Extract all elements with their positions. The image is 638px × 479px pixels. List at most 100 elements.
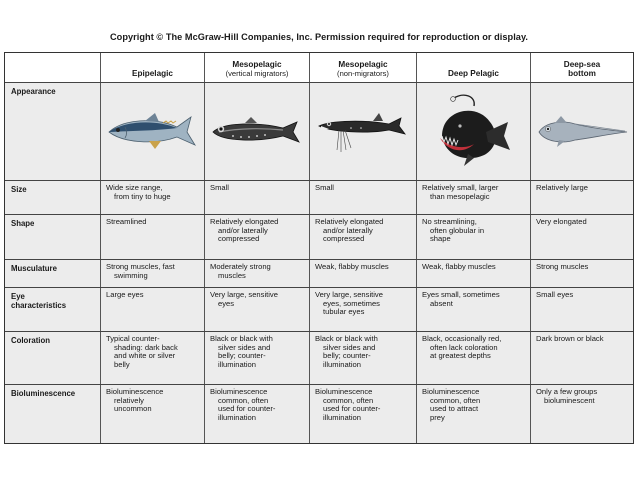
- column-name: Epipelagic: [132, 69, 173, 78]
- cell-line: Black or black with: [315, 334, 378, 343]
- row-label-line: characteristics: [11, 301, 67, 310]
- header-corner: [5, 53, 101, 82]
- row-label-cell: Musculature: [5, 260, 101, 287]
- deep-sea-bottom-illustration-cell: [531, 83, 633, 180]
- cell-line: common, often: [218, 395, 269, 405]
- table-cell: Bioluminescence common, often used to at…: [417, 385, 531, 443]
- table-cell: Relatively large: [531, 181, 633, 214]
- row-label-cell: Coloration: [5, 332, 101, 384]
- epipelagic-illustration-cell: [101, 83, 205, 180]
- eye-characteristics-row: Eye characteristics Large eyes Very larg…: [5, 288, 633, 332]
- tuna-fish-illustration: [107, 112, 196, 149]
- cell-line: tubular eyes: [323, 307, 365, 317]
- cell-line: Moderately strong: [210, 262, 271, 271]
- mesopelagic-non-migrators-illustration-cell: [310, 83, 417, 180]
- table-cell: Only a few groups bioluminescent: [531, 385, 633, 443]
- header-epipelagic: Epipelagic: [101, 53, 205, 82]
- table-cell: No streamlining, often globular in shape: [417, 215, 531, 259]
- cell-line: used to attract: [430, 404, 479, 414]
- cell-line: Only a few groups: [536, 387, 598, 396]
- cell-line: No streamlining,: [422, 217, 477, 226]
- table-cell: Relatively elongated and/or laterally co…: [310, 215, 417, 259]
- cell-line: at greatest depths: [430, 351, 491, 361]
- table-cell: Bioluminescence relatively uncommon: [101, 385, 205, 443]
- cell-line: Dark brown or black: [536, 334, 604, 343]
- table-cell: Eyes small, sometimes absent: [417, 288, 531, 331]
- cell-line: bioluminescent: [544, 395, 595, 405]
- cell-line: Relatively small, larger: [422, 183, 499, 192]
- dragonfish-illustration: [318, 112, 406, 152]
- cell-line: Typical counter-: [106, 334, 160, 343]
- cell-line: Small: [210, 183, 229, 192]
- row-label: Size: [11, 185, 27, 194]
- row-label-cell: Bioluminescence: [5, 385, 101, 443]
- table-cell: Black or black with silver sides and bel…: [205, 332, 310, 384]
- musculature-row: Musculature Strong muscles, fast swimmin…: [5, 260, 633, 288]
- row-label-cell: Shape: [5, 215, 101, 259]
- table-cell: Strong muscles: [531, 260, 633, 287]
- table-cell: Very elongated: [531, 215, 633, 259]
- header-mesopelagic-non-migrators: Mesopelagic (non-migrators): [310, 53, 417, 82]
- row-label: Musculature: [11, 264, 57, 273]
- cell-line: belly: [114, 359, 130, 369]
- shape-row: Shape Streamlined Relatively elongated a…: [5, 215, 633, 260]
- header-mesopelagic-migrators: Mesopelagic (vertical migrators): [205, 53, 310, 82]
- cell-line: from tiny to huge: [114, 191, 171, 201]
- cell-line: silver sides and: [323, 342, 376, 352]
- table-cell: Relatively small, larger than mesopelagi…: [417, 181, 531, 214]
- cell-line: used for counter-: [218, 404, 276, 414]
- cell-line: Wide size range,: [106, 183, 163, 192]
- cell-line: common, often: [430, 395, 481, 405]
- anglerfish-illustration: [439, 94, 510, 166]
- cell-line: Weak, flabby muscles: [315, 262, 389, 271]
- cell-line: Relatively elongated: [315, 217, 384, 226]
- cell-line: Small: [315, 183, 334, 192]
- table-header-row: Epipelagic Mesopelagic (vertical migrato…: [5, 53, 633, 83]
- table-cell: Black, occasionally red, often lack colo…: [417, 332, 531, 384]
- cell-line: belly; counter-: [218, 351, 266, 361]
- row-label: Eye characteristics: [5, 288, 100, 310]
- cell-line: shape: [430, 234, 451, 244]
- coloration-row: Coloration Typical counter- shading: dar…: [5, 332, 633, 385]
- appearance-row: Appearance: [5, 83, 633, 181]
- cell-line: absent: [430, 298, 453, 308]
- mesopelagic-migrators-illustration-cell: [205, 83, 310, 180]
- table-cell: Moderately strong muscles: [205, 260, 310, 287]
- cell-line: and/or laterally: [218, 225, 268, 235]
- table-cell: Black or black with silver sides and bel…: [310, 332, 417, 384]
- lanternfish-illustration: [212, 116, 300, 143]
- cell-line: Bioluminescence: [106, 387, 164, 396]
- cell-line: Large eyes: [106, 290, 144, 299]
- copyright-notice: Copyright © The McGraw-Hill Companies, I…: [109, 32, 529, 42]
- cell-line: Very large, sensitive: [315, 290, 383, 299]
- column-name: Mesopelagic: [232, 60, 282, 69]
- table-cell: Large eyes: [101, 288, 205, 331]
- cell-line: Streamlined: [106, 217, 147, 226]
- table-cell: Streamlined: [101, 215, 205, 259]
- table-cell: Weak, flabby muscles: [310, 260, 417, 287]
- column-subtitle: (non-migrators): [337, 69, 389, 78]
- cell-line: Bioluminescence: [210, 387, 268, 396]
- table-cell: Typical counter- shading: dark back and …: [101, 332, 205, 384]
- table-cell: Small: [205, 181, 310, 214]
- table-cell: Relatively elongated and/or laterally co…: [205, 215, 310, 259]
- cell-line: Small eyes: [536, 290, 574, 299]
- rattail-fish-illustration: [538, 115, 628, 147]
- cell-line: Strong muscles: [536, 262, 589, 271]
- cell-line: Eyes small, sometimes: [422, 290, 500, 299]
- table-cell: Bioluminescence common, often used for c…: [205, 385, 310, 443]
- cell-line: illumination: [323, 359, 361, 369]
- table-cell: Bioluminescence common, often used for c…: [310, 385, 417, 443]
- cell-line: muscles: [218, 270, 246, 280]
- row-label-line: Eye: [11, 292, 25, 301]
- cell-line: swimming: [114, 270, 148, 280]
- cell-line: illumination: [218, 412, 256, 422]
- cell-line: often globular in: [430, 225, 485, 235]
- cell-line: illumination: [218, 359, 256, 369]
- cell-line: shading: dark back: [114, 342, 178, 352]
- table-cell: Small: [310, 181, 417, 214]
- cell-line: Bioluminescence: [422, 387, 480, 396]
- bioluminescence-row: Bioluminescence Bioluminescence relative…: [5, 385, 633, 443]
- cell-line: silver sides and: [218, 342, 271, 352]
- row-label: Shape: [11, 219, 35, 228]
